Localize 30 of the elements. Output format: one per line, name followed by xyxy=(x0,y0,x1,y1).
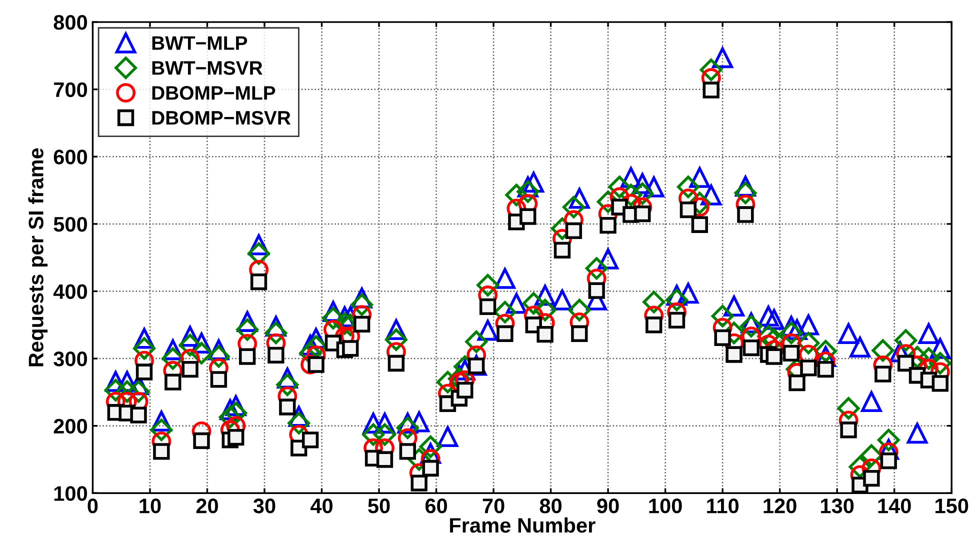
x-tick-label: 150 xyxy=(936,498,968,514)
y-tick-label: 700 xyxy=(54,82,88,98)
y-tick-label: 400 xyxy=(53,284,88,299)
x-tick-label: 70 xyxy=(482,498,504,514)
x-tick-label: 60 xyxy=(425,498,448,514)
y-tick-label: 500 xyxy=(54,216,88,232)
y-tick-label: 200 xyxy=(54,418,88,434)
x-tick-label: 20 xyxy=(196,498,218,514)
x-tick-label: 80 xyxy=(540,498,562,514)
x-tick-label: 40 xyxy=(310,498,332,514)
y-tick-label: 100 xyxy=(54,486,88,501)
y-tick-label: 300 xyxy=(54,352,88,366)
y-tick-label: 800 xyxy=(54,15,88,30)
x-tick-label: 10 xyxy=(140,498,161,514)
y-tick-label: 600 xyxy=(54,150,88,164)
x-tick-label: 50 xyxy=(368,498,390,514)
x-tick-label: 90 xyxy=(597,498,619,514)
x-axis-title: Frame Number xyxy=(450,517,596,533)
y-axis-title: Requests per SI frame xyxy=(28,148,48,366)
x-tick-label: 140 xyxy=(878,498,911,514)
legend-label: BWT−MLP xyxy=(152,36,248,50)
x-tick-label: 110 xyxy=(707,498,739,514)
x-tick-label: 100 xyxy=(649,498,682,514)
x-tick-label: 120 xyxy=(764,498,796,514)
legend-label: BWT−MSVR xyxy=(152,61,262,75)
x-tick-label: 30 xyxy=(253,498,276,514)
x-tick-label: 0 xyxy=(88,498,98,514)
legend-label: DBOMP−MSVR xyxy=(152,110,291,125)
legend-label: DBOMP−MLP xyxy=(152,86,276,100)
x-tick-label: 130 xyxy=(821,498,854,514)
